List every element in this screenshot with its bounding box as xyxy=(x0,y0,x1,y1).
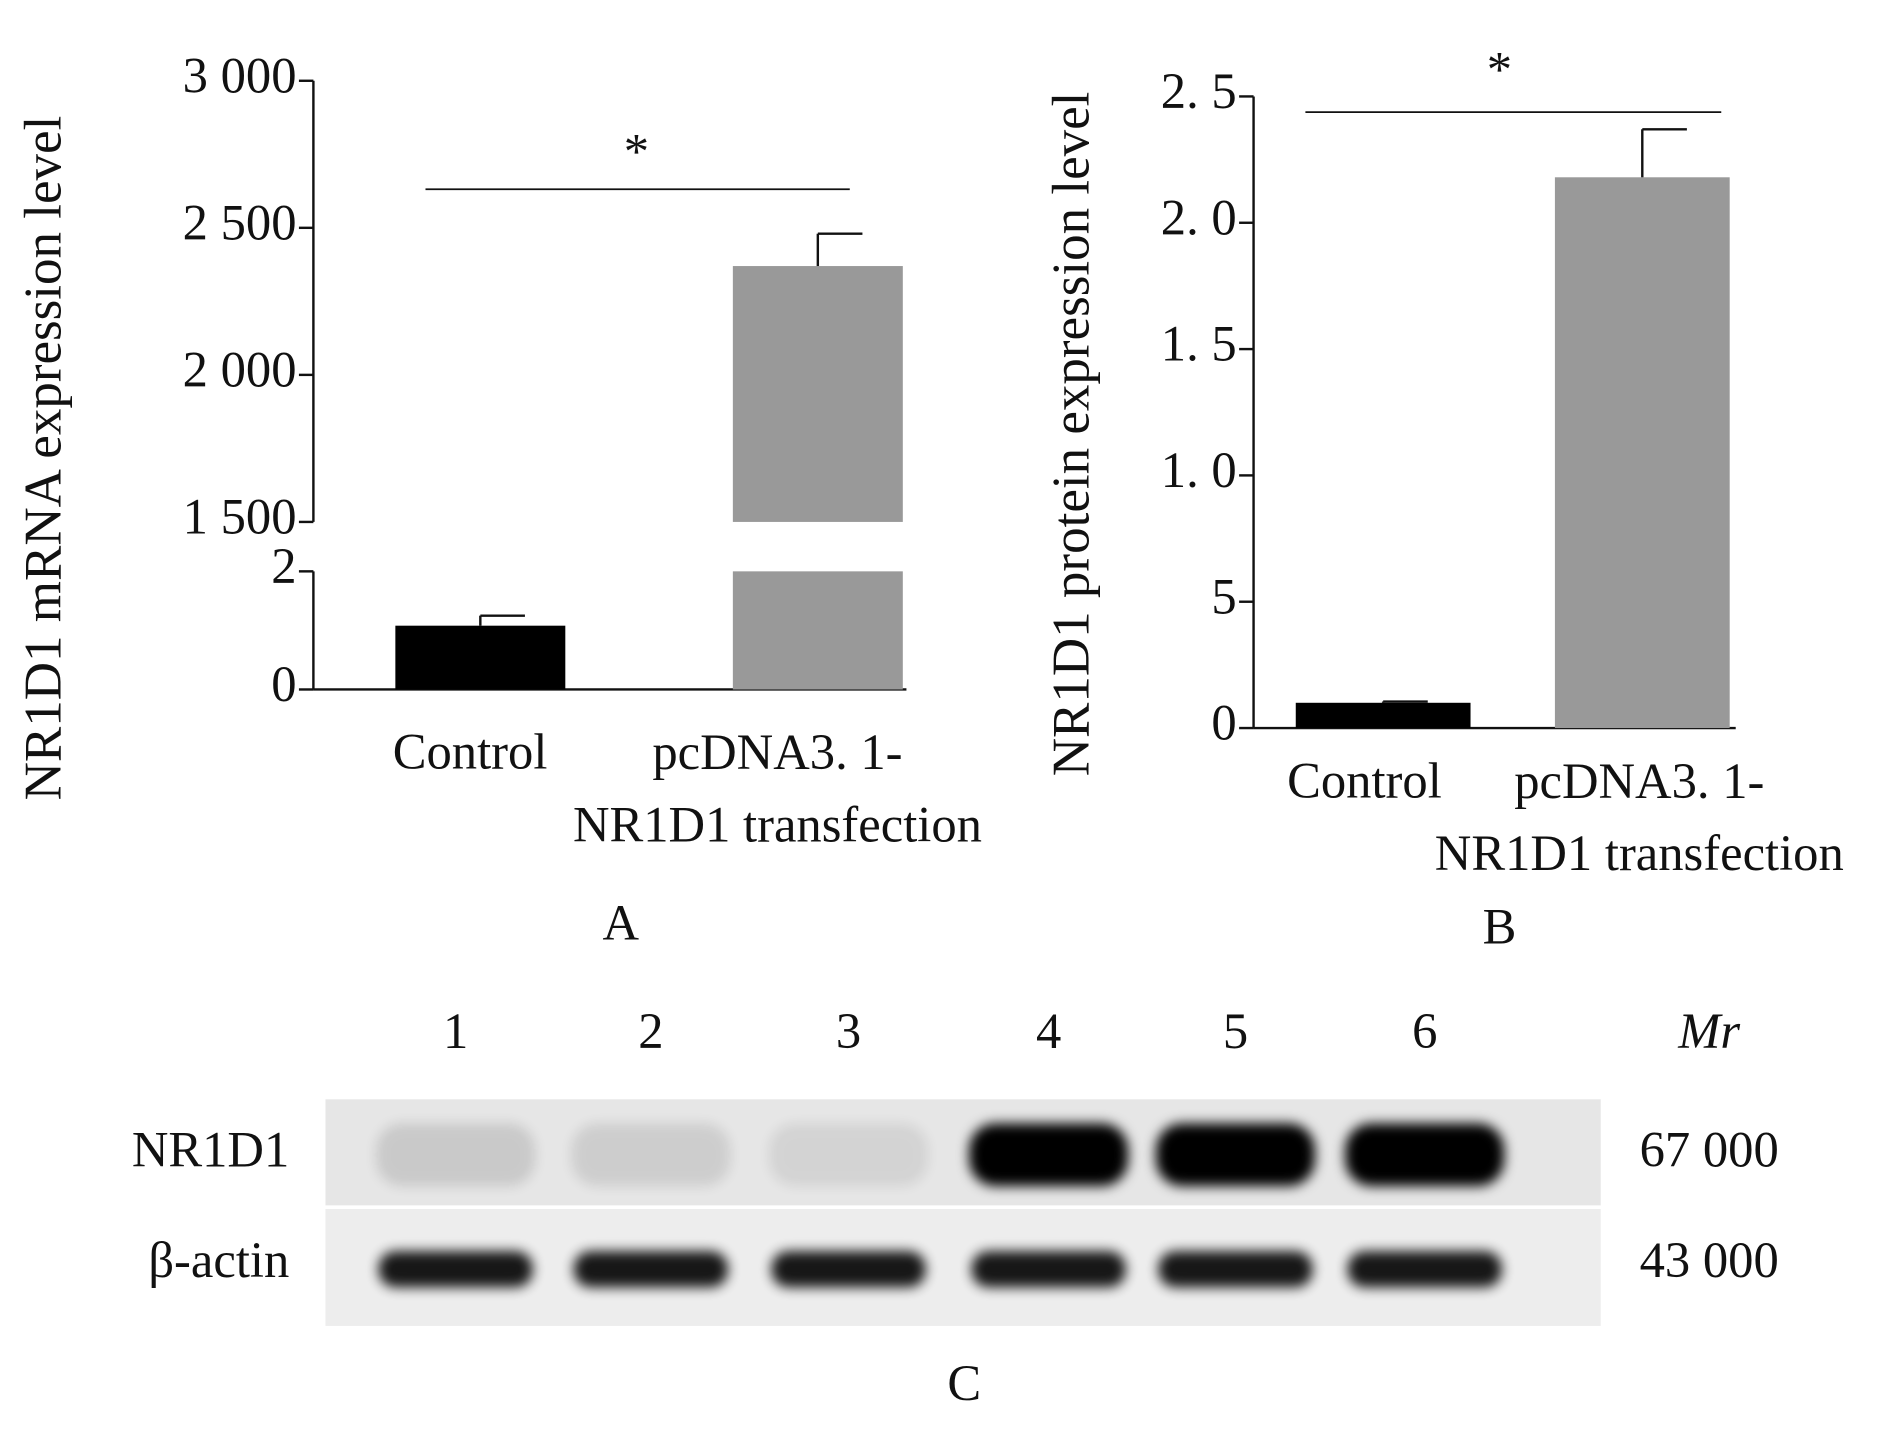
band xyxy=(378,1251,533,1288)
band xyxy=(376,1123,536,1187)
lane-label: 3 xyxy=(836,1003,861,1059)
band xyxy=(1158,1251,1313,1288)
y-tick-label: 3 000 xyxy=(183,47,297,103)
y-tick-label: 2. 5 xyxy=(1161,63,1237,119)
y-axis-label: NR1D1 protein expression level xyxy=(1043,92,1101,777)
bar xyxy=(1295,702,1471,729)
band xyxy=(1345,1123,1505,1187)
panel-label: A xyxy=(602,895,639,951)
y-tick-label: 0 xyxy=(271,656,296,712)
panel-label: B xyxy=(1483,898,1517,954)
band xyxy=(573,1251,729,1288)
band xyxy=(769,1123,929,1187)
band xyxy=(1347,1251,1502,1288)
lane-label: 6 xyxy=(1412,1003,1437,1059)
mr-header: Mr xyxy=(1677,1003,1740,1059)
bar xyxy=(732,571,903,690)
significance-mark: * xyxy=(624,123,649,179)
band xyxy=(971,1251,1126,1288)
y-tick-label: 0 xyxy=(1211,695,1236,751)
significance-mark: * xyxy=(1487,41,1512,97)
panel-label: C xyxy=(947,1355,981,1411)
y-tick-label: 1. 5 xyxy=(1161,316,1237,372)
band xyxy=(1155,1123,1316,1187)
band xyxy=(571,1123,731,1187)
y-tick-label: 1 500 xyxy=(183,489,297,545)
mr-value: 43 000 xyxy=(1640,1232,1779,1288)
x-tick-label: Control xyxy=(393,724,548,780)
band xyxy=(969,1123,1129,1187)
bar xyxy=(395,625,566,690)
y-tick-label: 5 xyxy=(1211,568,1236,624)
y-tick-label: 2 xyxy=(271,538,296,594)
row-label: NR1D1 xyxy=(132,1121,289,1177)
bar xyxy=(1554,177,1730,729)
x-tick-label: pcDNA3. 1-NR1D1 transfection xyxy=(573,724,982,852)
lane-label: 4 xyxy=(1036,1003,1061,1059)
lane-label: 1 xyxy=(443,1003,468,1059)
y-tick-label: 1. 0 xyxy=(1161,442,1237,498)
lane-label: 5 xyxy=(1223,1003,1248,1059)
row-label: β-actin xyxy=(148,1232,289,1288)
y-tick-label: 2 000 xyxy=(183,341,297,397)
y-axis-label: NR1D1 mRNA expression level xyxy=(14,116,72,801)
x-tick-label: Control xyxy=(1287,753,1442,809)
y-tick-label: 2. 0 xyxy=(1161,189,1237,245)
lane-label: 2 xyxy=(638,1003,663,1059)
bar xyxy=(732,266,903,522)
band xyxy=(771,1251,926,1288)
y-tick-label: 2 500 xyxy=(183,194,297,250)
x-tick-label: pcDNA3. 1-NR1D1 transfection xyxy=(1435,753,1844,881)
mr-value: 67 000 xyxy=(1640,1121,1779,1177)
